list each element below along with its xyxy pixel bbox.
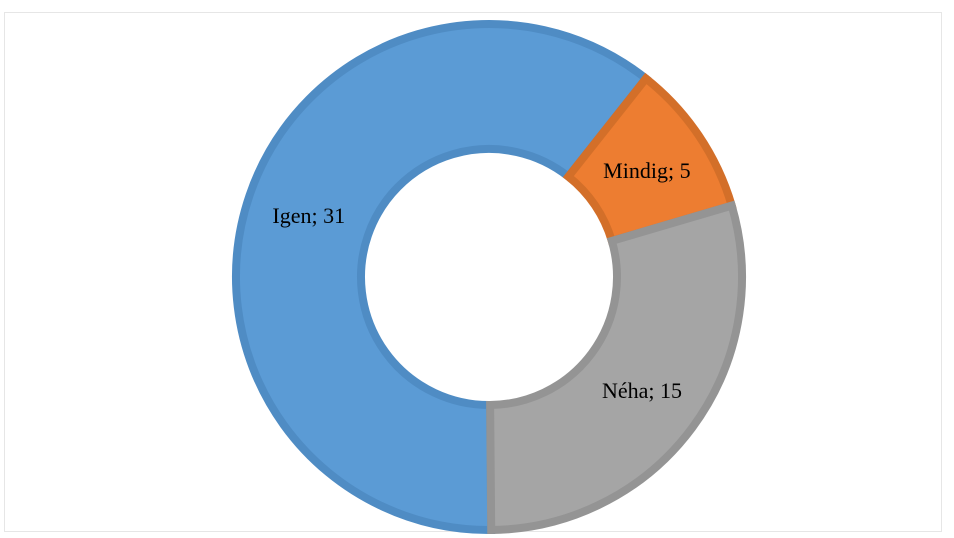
data-label-mindig: Mindig; 5 xyxy=(603,158,690,183)
data-label-igen: Igen; 31 xyxy=(272,203,345,228)
donut-slices xyxy=(232,20,746,535)
donut-slice-néha xyxy=(486,200,746,535)
donut-slice-igen xyxy=(232,20,652,534)
data-label-néha: Néha; 15 xyxy=(602,378,682,403)
donut-data-labels: Igen; 31 Mindig; 5 Néha; 15 xyxy=(272,158,690,403)
